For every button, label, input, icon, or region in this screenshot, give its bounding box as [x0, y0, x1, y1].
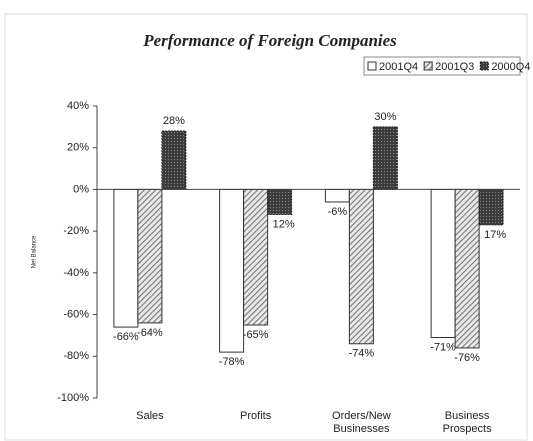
- x-tick-label: Business Prospects: [442, 410, 492, 435]
- bar: [324, 188, 350, 203]
- y-tick-label: -80%: [63, 350, 89, 362]
- bar: [430, 188, 456, 339]
- legend-label: 2000Q4: [491, 61, 530, 73]
- data-label: 17%: [484, 229, 506, 241]
- y-axis-label: Net Balance: [32, 235, 38, 268]
- legend-label: 2001Q3: [435, 61, 474, 73]
- x-tick-label: Orders/New Businesses: [332, 410, 391, 435]
- data-label: -74%: [349, 348, 375, 360]
- legend-label: 2001Q4: [379, 61, 418, 73]
- data-label: 28%: [163, 115, 185, 127]
- legend-swatch: [479, 61, 489, 71]
- y-tick-label: 0%: [73, 183, 89, 195]
- legend-swatch: [423, 61, 433, 71]
- data-label: 30%: [374, 111, 396, 123]
- data-label: -64%: [137, 327, 163, 339]
- data-label: -78%: [219, 356, 245, 368]
- bar: [478, 188, 504, 226]
- chart-frame: [4, 13, 528, 441]
- data-label: -6%: [328, 206, 348, 218]
- bar: [267, 188, 293, 215]
- y-tick-label: -20%: [63, 225, 89, 237]
- x-tick-label: Sales: [136, 410, 164, 422]
- bar: [372, 126, 398, 190]
- bar: [113, 188, 139, 328]
- y-tick-label: -100%: [57, 392, 89, 404]
- bar: [348, 188, 374, 345]
- y-tick-label: 20%: [67, 142, 89, 154]
- data-label: 12%: [273, 218, 295, 230]
- data-label: -71%: [430, 341, 456, 353]
- legend-swatch: [367, 61, 377, 71]
- bar: [243, 188, 269, 326]
- bar: [219, 188, 245, 353]
- chart-title: Performance of Foreign Companies: [142, 31, 397, 50]
- bar: [454, 188, 480, 349]
- y-tick-label: 40%: [67, 100, 89, 112]
- bar: [161, 130, 187, 190]
- data-label: -65%: [243, 329, 269, 341]
- x-tick-label: Profits: [240, 410, 272, 422]
- y-tick-label: -40%: [63, 267, 89, 279]
- data-label: -66%: [113, 331, 139, 343]
- bar: [137, 188, 163, 324]
- y-tick-label: -60%: [63, 308, 89, 320]
- data-label: -76%: [454, 352, 480, 364]
